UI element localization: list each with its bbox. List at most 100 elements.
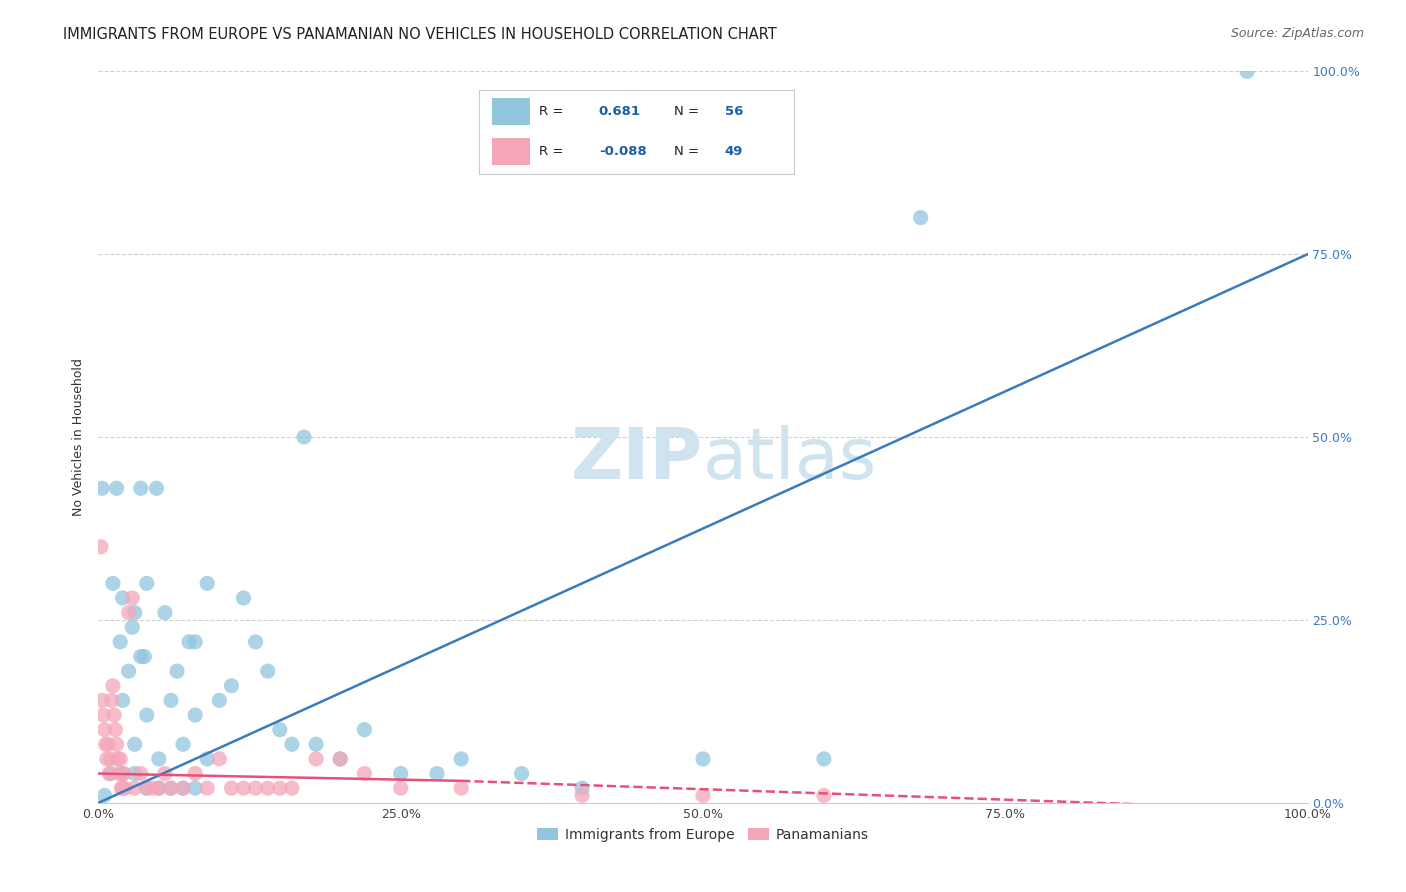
Point	[195, 576, 218, 591]
Point	[305, 752, 328, 766]
Point	[108, 635, 131, 649]
Point	[305, 737, 328, 751]
Point	[129, 766, 152, 780]
Point	[124, 606, 146, 620]
Point	[450, 781, 472, 796]
Point	[353, 766, 375, 780]
Point	[1236, 64, 1258, 78]
Point	[100, 752, 122, 766]
Point	[172, 781, 194, 796]
Point	[105, 737, 128, 751]
Point	[135, 708, 157, 723]
Point	[108, 752, 131, 766]
Point	[100, 693, 122, 707]
Point	[112, 766, 135, 780]
Point	[692, 789, 714, 803]
Point	[269, 723, 291, 737]
Point	[101, 576, 124, 591]
Point	[93, 789, 115, 803]
Point	[184, 635, 207, 649]
Point	[91, 708, 114, 723]
Point	[90, 540, 112, 554]
Point	[232, 781, 254, 796]
Point	[195, 752, 218, 766]
Point	[148, 781, 170, 796]
Point	[245, 635, 267, 649]
Point	[184, 766, 207, 780]
Point	[153, 766, 176, 780]
Point	[245, 781, 267, 796]
Y-axis label: No Vehicles in Household: No Vehicles in Household	[72, 359, 86, 516]
Point	[103, 708, 125, 723]
Point	[111, 781, 134, 796]
Point	[100, 766, 122, 780]
Point	[121, 620, 143, 634]
Point	[135, 576, 157, 591]
Point	[94, 737, 117, 751]
Point	[97, 737, 120, 751]
Point	[232, 591, 254, 605]
Point	[329, 752, 352, 766]
Point	[208, 752, 231, 766]
Point	[184, 781, 207, 796]
Point	[910, 211, 932, 225]
Point	[813, 752, 835, 766]
Point	[179, 635, 201, 649]
Point	[195, 781, 218, 796]
Point	[221, 679, 243, 693]
Text: IMMIGRANTS FROM EUROPE VS PANAMANIAN NO VEHICLES IN HOUSEHOLD CORRELATION CHART: IMMIGRANTS FROM EUROPE VS PANAMANIAN NO …	[63, 27, 778, 42]
Point	[142, 781, 165, 796]
Point	[813, 789, 835, 803]
Point	[389, 781, 412, 796]
Point	[108, 766, 131, 780]
Point	[269, 781, 291, 796]
Point	[135, 781, 157, 796]
Point	[281, 737, 304, 751]
Point	[105, 481, 128, 495]
Point	[450, 752, 472, 766]
Point	[129, 481, 152, 495]
Point	[110, 781, 132, 796]
Point	[124, 781, 146, 796]
Point	[93, 723, 115, 737]
Point	[172, 737, 194, 751]
Point	[426, 766, 449, 780]
Point	[329, 752, 352, 766]
Point	[148, 781, 170, 796]
Text: ZIP: ZIP	[571, 425, 703, 493]
Point	[124, 737, 146, 751]
Point	[153, 606, 176, 620]
Point	[98, 766, 121, 780]
Legend: Immigrants from Europe, Panamanians: Immigrants from Europe, Panamanians	[531, 822, 875, 847]
Point	[111, 766, 134, 780]
Point	[91, 693, 114, 707]
Point	[107, 752, 129, 766]
Point	[692, 752, 714, 766]
Point	[292, 430, 315, 444]
Point	[101, 679, 124, 693]
Point	[121, 591, 143, 605]
Text: Source: ZipAtlas.com: Source: ZipAtlas.com	[1230, 27, 1364, 40]
Point	[135, 781, 157, 796]
Point	[172, 781, 194, 796]
Point	[256, 781, 278, 796]
Point	[118, 606, 141, 620]
Point	[571, 781, 593, 796]
Point	[208, 693, 231, 707]
Point	[148, 752, 170, 766]
Point	[184, 708, 207, 723]
Point	[160, 781, 183, 796]
Point	[160, 781, 183, 796]
Text: atlas: atlas	[703, 425, 877, 493]
Point	[353, 723, 375, 737]
Point	[134, 649, 156, 664]
Point	[118, 664, 141, 678]
Point	[124, 766, 146, 780]
Point	[256, 664, 278, 678]
Point	[114, 781, 136, 796]
Point	[221, 781, 243, 796]
Point	[389, 766, 412, 780]
Point	[111, 591, 134, 605]
Point	[571, 789, 593, 803]
Point	[129, 649, 152, 664]
